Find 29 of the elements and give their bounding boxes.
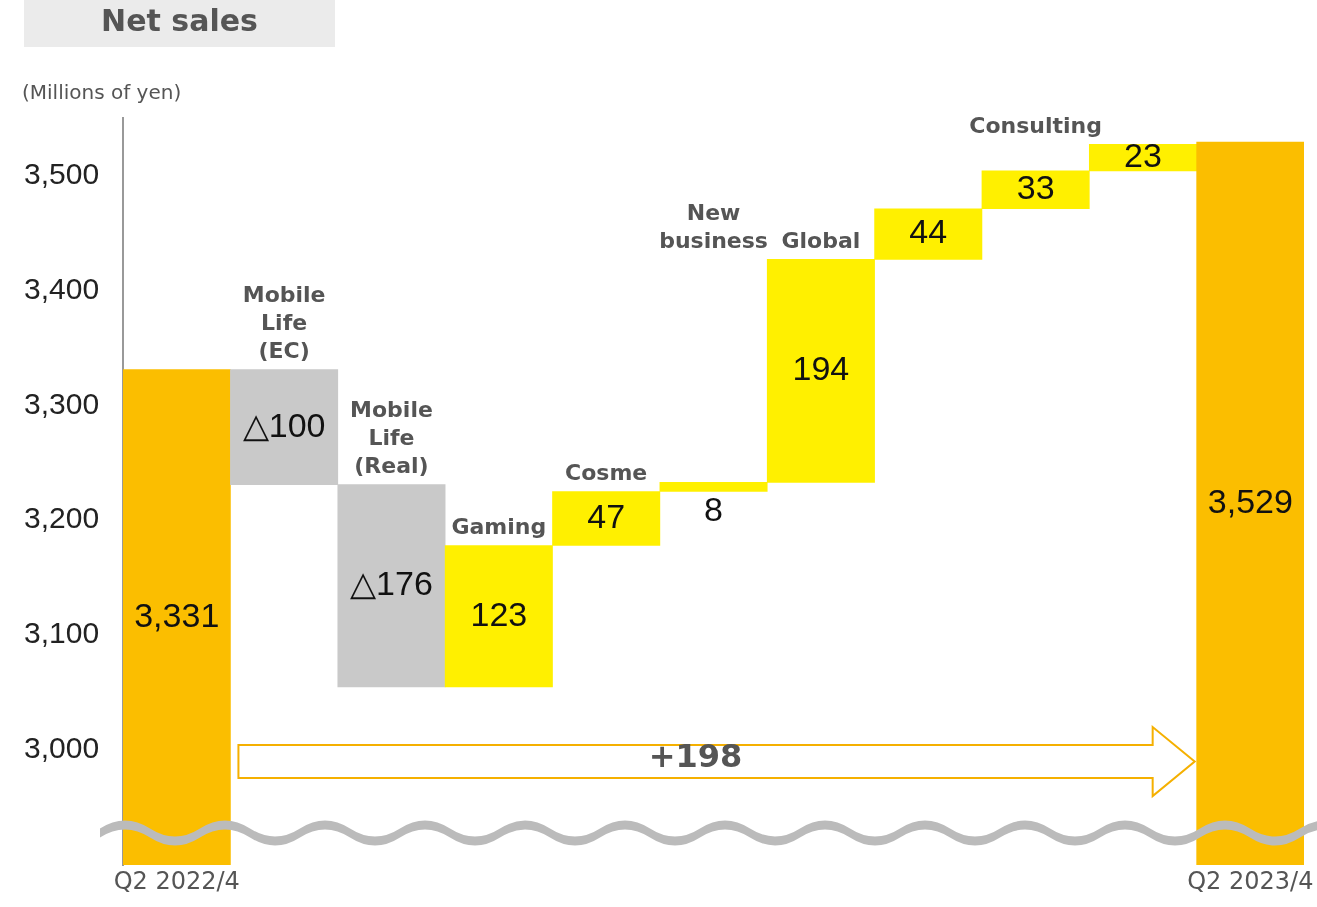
x-tick-label: New business: [659, 200, 768, 254]
x-tick-label: Cosme: [565, 460, 648, 486]
y-tick-label: 3,200: [24, 501, 100, 535]
data-label: △100: [242, 405, 326, 444]
x-tick-label: Mobile Life (EC): [242, 282, 326, 364]
data-label: 3,331: [134, 595, 220, 634]
data-label: 3,529: [1207, 481, 1293, 520]
y-tick-label: 3,100: [24, 616, 100, 650]
y-tick-label: 3,500: [24, 156, 100, 190]
data-label: 44: [909, 212, 948, 251]
data-label: 194: [792, 349, 850, 388]
data-label: 8: [704, 489, 724, 528]
x-tick-label: Mobile Life (Real): [350, 397, 433, 479]
data-label: 23: [1124, 136, 1162, 175]
y-tick-label: 3,000: [24, 731, 100, 765]
y-axis-title: (Millions of yen): [22, 80, 182, 104]
y-tick-label: 3,300: [24, 386, 100, 420]
x-tick-label: Gaming: [451, 514, 547, 540]
x-tick-label: Q2 2023/4: [1187, 866, 1314, 895]
x-tick-label: Global: [781, 228, 861, 254]
data-label: 123: [470, 594, 528, 633]
data-label: 33: [1016, 168, 1055, 207]
data-label: 47: [587, 496, 626, 535]
annotation: +198: [648, 736, 743, 775]
data-label: △176: [350, 564, 433, 603]
chart-title: Net sales: [24, 0, 335, 47]
x-tick-label: Consulting: [969, 113, 1102, 139]
x-tick-label: Q2 2022/4: [113, 866, 240, 895]
y-tick-label: 3,400: [24, 271, 100, 305]
